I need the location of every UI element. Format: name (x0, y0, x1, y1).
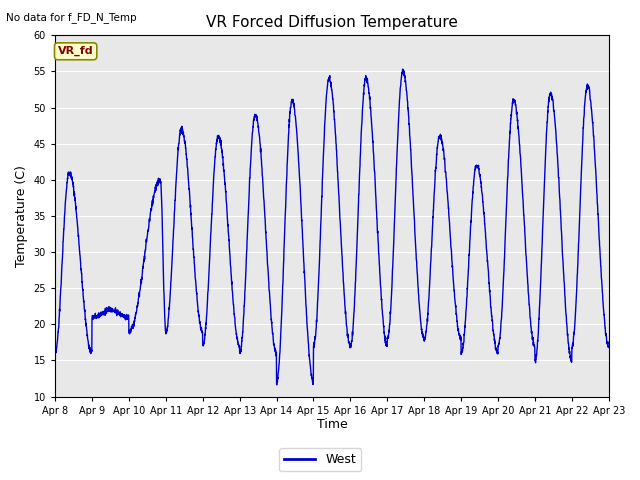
Title: VR Forced Diffusion Temperature: VR Forced Diffusion Temperature (206, 15, 458, 30)
Text: No data for f_FD_N_Temp: No data for f_FD_N_Temp (6, 12, 137, 23)
Legend: West: West (279, 448, 361, 471)
X-axis label: Time: Time (317, 419, 348, 432)
Y-axis label: Temperature (C): Temperature (C) (15, 165, 28, 267)
Text: VR_fd: VR_fd (58, 46, 93, 57)
